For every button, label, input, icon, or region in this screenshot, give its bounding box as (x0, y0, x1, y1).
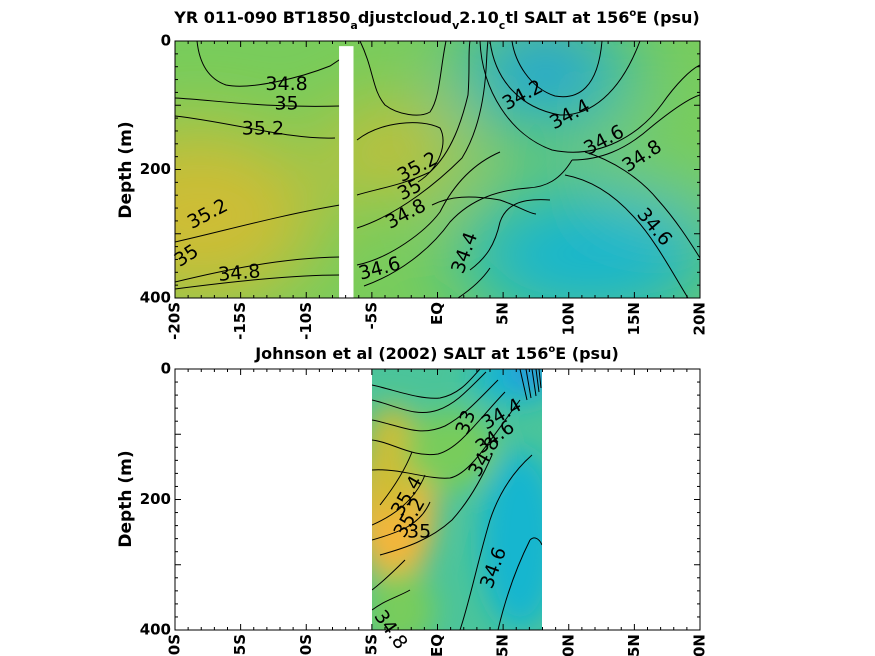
contour-line (372, 589, 411, 611)
contour-line (363, 159, 573, 287)
contour-label: 35 (274, 92, 298, 114)
contour-line (379, 451, 413, 506)
salinity-patch (505, 41, 585, 90)
y-tick-label: 200 (140, 490, 171, 508)
contour-line (356, 41, 471, 196)
panel2-axes: -20S -15S -10S -5S EQ 5N 10N 15N 20N 0 200 400 (140, 360, 709, 656)
contour-line (584, 151, 700, 259)
x-tick-label: 15N (625, 634, 643, 656)
contour-line (372, 369, 481, 399)
panel2-salinity-field (372, 369, 542, 630)
panel1-y-axis-label: Depth (m) (116, 121, 136, 218)
y-tick-label: 400 (140, 621, 171, 639)
x-tick-label: 10N (559, 634, 577, 656)
contour-line (359, 41, 447, 116)
panel2-contour-lines (372, 369, 542, 630)
salinity-patch (372, 405, 420, 515)
y-tick-label: 400 (140, 289, 171, 307)
contour-line (372, 474, 426, 526)
contour-line (564, 174, 689, 298)
contour-line (175, 204, 341, 243)
panel1-contour-lines (175, 41, 700, 298)
x-tick-label: 20N (691, 302, 709, 335)
contour-line (459, 454, 533, 630)
panel2-title: Johnson et al (2002) SALT at 156oE (psu) (254, 344, 619, 363)
x-tick-label: -10S (297, 634, 315, 656)
contour-line (372, 501, 431, 541)
contour-label: 34.8 (265, 73, 307, 95)
contour-line (511, 41, 603, 98)
x-tick-label: -10S (297, 302, 315, 340)
contour-label: 34.8 (217, 260, 261, 286)
contour-label: 35 (407, 521, 431, 543)
contour-line (519, 369, 542, 401)
x-tick-label: -15S (231, 634, 249, 656)
salinity-patch (405, 410, 495, 490)
x-tick-label: -20S (166, 634, 184, 656)
contour-line (372, 379, 499, 432)
contour-line (469, 199, 551, 271)
contour-line (356, 151, 501, 266)
x-tick-label: 10N (559, 302, 577, 335)
salinity-patch (325, 105, 455, 195)
contour-line (372, 391, 506, 456)
contour-label: 35.2 (242, 118, 284, 140)
contour-line (356, 122, 444, 183)
y-tick-label: 0 (161, 360, 171, 378)
panel1-axes: -20S -15S -10S -5S EQ 5N 10N 15N 20N 0 200 400 (140, 32, 709, 340)
panel2-y-axis-label: Depth (m) (116, 450, 136, 547)
y-tick-label: 0 (161, 32, 171, 50)
salinity-patch (372, 570, 435, 630)
x-tick-label: -5S (362, 302, 380, 329)
contour-line (571, 94, 700, 161)
x-tick-label: 5N (494, 302, 512, 325)
x-tick-label: -5S (362, 634, 380, 656)
contour-line (489, 41, 641, 116)
x-tick-label: -20S (166, 302, 184, 340)
contour-line (175, 115, 336, 139)
contour-line (175, 97, 341, 107)
contour-line (372, 399, 521, 479)
y-tick-label: 200 (140, 160, 171, 178)
contour-line (175, 274, 341, 290)
x-tick-label: EQ (428, 302, 446, 325)
contour-line (379, 454, 493, 556)
contour-line (457, 267, 491, 298)
x-tick-label: 15N (625, 302, 643, 335)
contour-line (372, 559, 406, 591)
salinity-patch (460, 185, 700, 298)
panel1-missing-data-gap (339, 46, 354, 298)
x-tick-label: EQ (428, 634, 446, 656)
contour-line (356, 41, 489, 229)
panel1-title: YR 011-090 BT1850adjustcloudv2.10ctl SAL… (173, 8, 700, 32)
contour-line (196, 41, 343, 87)
x-tick-label: 5N (494, 634, 512, 656)
contour-line (497, 539, 531, 630)
contour-line (372, 371, 487, 414)
contour-line (479, 41, 700, 153)
salinity-patch (480, 450, 542, 630)
contour-line (529, 537, 542, 546)
contour-line (431, 196, 537, 215)
panel1-salinity-field (175, 41, 700, 298)
x-tick-label: 20N (691, 634, 709, 656)
x-tick-label: -15S (231, 302, 249, 340)
contour-line (175, 256, 341, 283)
salinity-patch (175, 125, 320, 298)
